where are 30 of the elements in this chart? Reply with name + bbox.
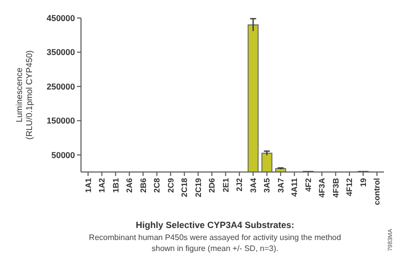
x-tick-label: 2J2 xyxy=(235,177,244,192)
y-tick-label: 150000 xyxy=(46,116,76,126)
x-tick-label: 2C18 xyxy=(180,177,190,198)
x-tick-label: 4F3B xyxy=(331,178,340,198)
y-tick-label: 350000 xyxy=(46,47,76,58)
y-tick-label: 250000 xyxy=(46,81,76,92)
x-tick-label: 2E1 xyxy=(221,177,230,192)
x-tick-label: 4F12 xyxy=(345,177,354,196)
text: Recombinant human P450s were assayed for activity using the method shown in figure (mean +/- SD, n=3). xyxy=(88,233,342,253)
x-tick-label: 4A11 xyxy=(290,177,300,197)
x-tick-label: 1A1 xyxy=(84,177,93,193)
y-axis-title: Luminescence (RLU/0.1pmol CYP450) xyxy=(14,50,34,140)
x-tick-label: 3A5 xyxy=(262,177,272,193)
text: Highly Selective CYP3A4 Substrates: xyxy=(136,220,294,230)
x-tick-label: 1B1 xyxy=(111,177,120,193)
x-tick-label: 2C19 xyxy=(194,177,203,198)
x-tick-label: 2C8 xyxy=(152,177,162,193)
x-tick-label: 1A2 xyxy=(98,177,107,193)
y-tick-label: 50000 xyxy=(51,150,76,160)
y-tick-label: 450000 xyxy=(46,12,76,23)
x-tick-label: 3A7 xyxy=(276,177,286,193)
x-tick-label: 2D6 xyxy=(208,177,217,193)
x-tick-label: control xyxy=(372,178,382,206)
x-tick-label: 19 xyxy=(358,177,368,187)
x-tick-label: 2A6 xyxy=(125,177,134,193)
x-tick-label: 4F2 xyxy=(304,177,313,192)
x-tick-label: 4F3A xyxy=(318,178,327,198)
x-tick-label: 2C9 xyxy=(166,177,176,193)
x-tick-label: 2B6 xyxy=(138,177,148,193)
x-tick-label: 3A4 xyxy=(248,177,258,193)
